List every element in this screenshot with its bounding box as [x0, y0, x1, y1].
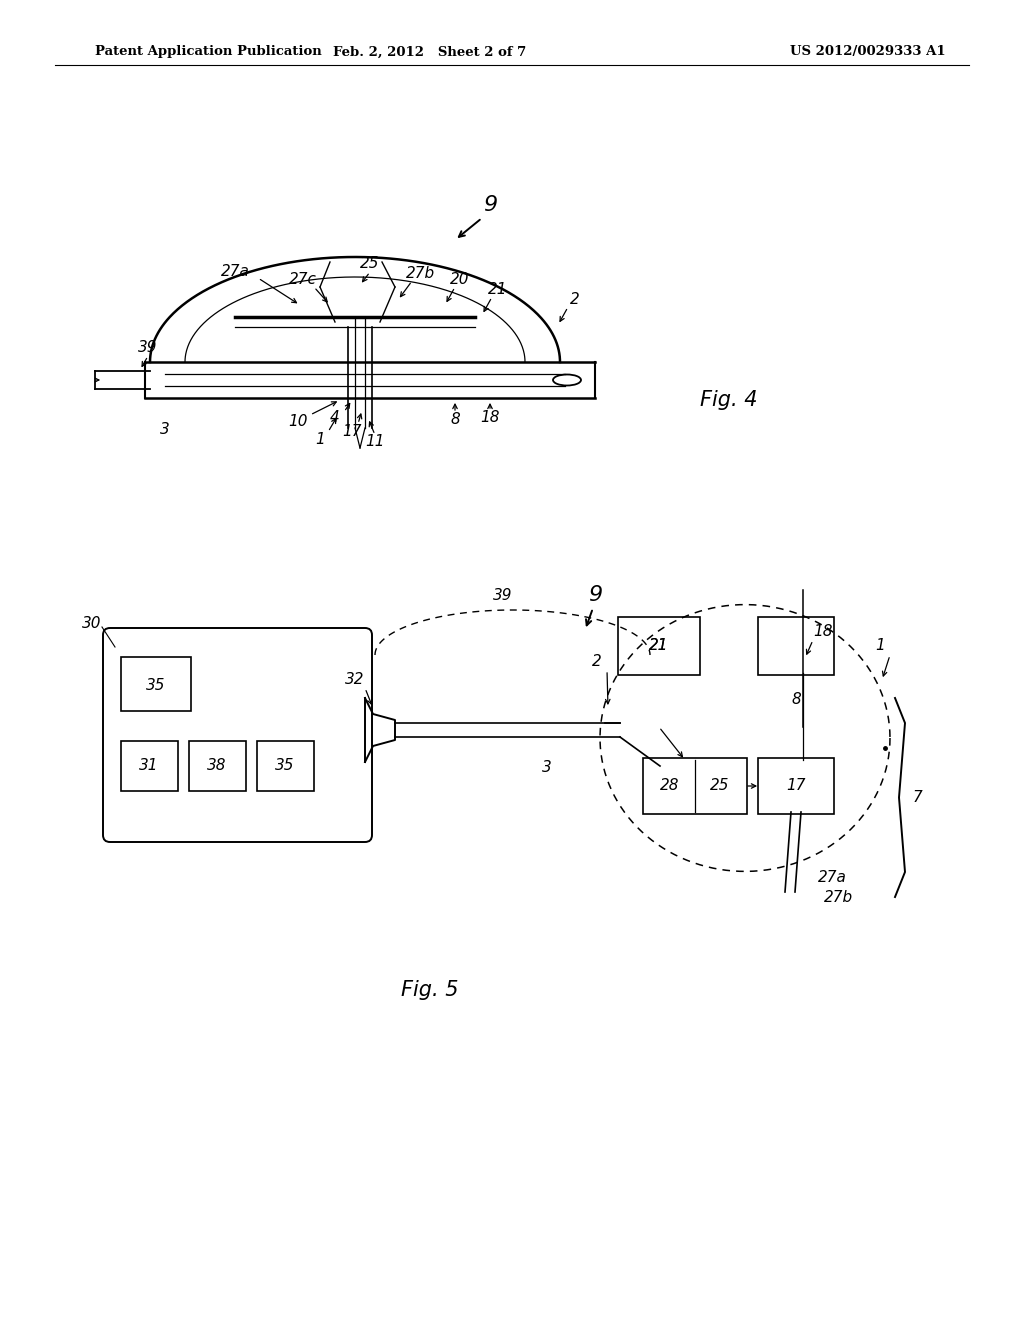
Text: Patent Application Publication: Patent Application Publication [95, 45, 322, 58]
Text: 31: 31 [139, 759, 159, 774]
Text: 38: 38 [207, 759, 226, 774]
Text: 25: 25 [711, 779, 730, 793]
Text: 17: 17 [342, 425, 361, 440]
Text: 27b: 27b [406, 267, 434, 281]
Text: 27a: 27a [220, 264, 250, 280]
Text: Feb. 2, 2012   Sheet 2 of 7: Feb. 2, 2012 Sheet 2 of 7 [334, 45, 526, 58]
Text: 3: 3 [160, 422, 170, 437]
Text: 39: 39 [493, 587, 512, 602]
Text: 7: 7 [912, 789, 922, 805]
Text: 1: 1 [876, 638, 885, 652]
Text: 21: 21 [649, 639, 669, 653]
Text: 25: 25 [360, 256, 380, 272]
Text: 9: 9 [588, 585, 602, 605]
Text: 35: 35 [275, 759, 295, 774]
Text: 32: 32 [345, 672, 365, 688]
Text: US 2012/0029333 A1: US 2012/0029333 A1 [790, 45, 945, 58]
Text: 27b: 27b [824, 890, 854, 904]
Text: 27a: 27a [817, 870, 847, 884]
Text: 1: 1 [315, 433, 325, 447]
Text: 18: 18 [813, 624, 833, 639]
Text: 10: 10 [288, 414, 308, 429]
Text: Fig. 4: Fig. 4 [700, 389, 758, 411]
Text: 18: 18 [480, 411, 500, 425]
Text: Fig. 5: Fig. 5 [401, 979, 459, 1001]
Text: 20: 20 [451, 272, 470, 288]
Text: 35: 35 [146, 677, 166, 693]
Text: 39: 39 [138, 341, 158, 355]
Text: 2: 2 [592, 655, 602, 669]
Text: 11: 11 [366, 434, 385, 450]
Text: 17: 17 [786, 779, 806, 793]
Text: 30: 30 [82, 615, 101, 631]
Text: 28: 28 [660, 779, 680, 793]
Text: 9: 9 [483, 195, 497, 215]
Text: 4: 4 [330, 411, 340, 425]
Text: 8: 8 [451, 412, 460, 428]
Text: 8: 8 [792, 693, 801, 708]
Text: 3: 3 [542, 760, 552, 776]
Text: 27c: 27c [289, 272, 317, 288]
Text: 2: 2 [570, 293, 580, 308]
Text: 21: 21 [488, 282, 508, 297]
Text: 21: 21 [649, 639, 669, 653]
